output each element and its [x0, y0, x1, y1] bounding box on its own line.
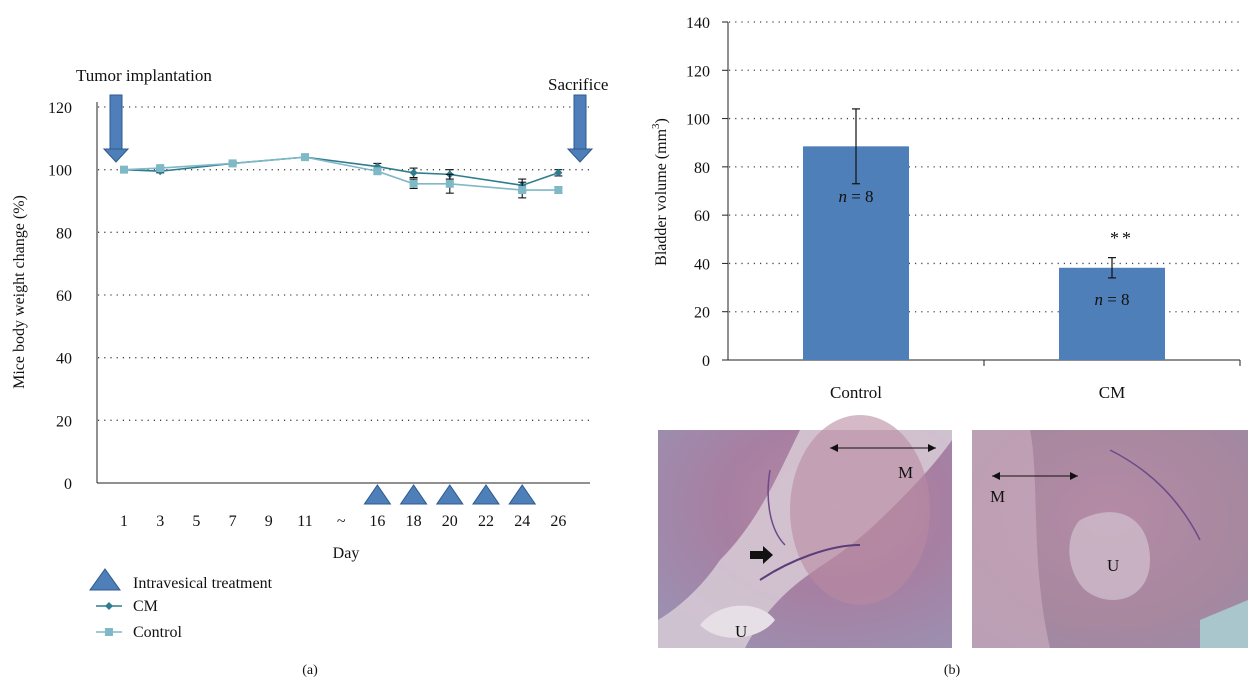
sacrifice-label: Sacrifice	[548, 75, 608, 94]
treatment-triangle-icon	[472, 484, 500, 505]
y-tick-label: 60	[694, 208, 710, 225]
panel-label-b: (b)	[944, 663, 961, 678]
grid-lines	[98, 106, 590, 421]
data-point	[409, 168, 418, 177]
micrograph-control: M U	[658, 415, 952, 648]
tumor-implantation-label: Tumor implantation	[76, 66, 212, 85]
x-tick-label: ~	[337, 513, 346, 530]
y-tick-labels: 0 20 40 60 80 100 120	[48, 100, 72, 493]
x-tick-label: 18	[406, 513, 422, 530]
y-tick-label: 20	[56, 413, 72, 430]
body-weight-chart: 0 20 40 60 80 100 120 1 3 5 7 9 11 ~16 18 20 22 24 26 Mic…	[11, 66, 608, 678]
legend-treatment: Intravesical treatment	[133, 575, 273, 592]
treatment-triangle-icon	[399, 484, 428, 505]
x-tick-label: CM	[1099, 383, 1125, 402]
y-tick-label: 20	[694, 305, 710, 322]
x-tick-label: 11	[297, 513, 312, 530]
y-tick-label: 120	[686, 63, 710, 80]
bar-n-label: n = 8	[838, 187, 873, 206]
data-point	[518, 186, 527, 195]
x-tick-labels: 1 3 5 7 9 11 ~16 18 20 22 24 26	[120, 513, 566, 530]
data-point	[409, 179, 418, 188]
y-tick-label: 60	[56, 288, 72, 305]
treatment-triangle-icon	[89, 568, 121, 591]
x-tick-label: 3	[156, 513, 164, 530]
treatment-triangle-icon	[363, 484, 392, 505]
y-tick-label: 120	[48, 100, 72, 117]
x-tick-labels: Control CM	[830, 383, 1125, 402]
legend: Intravesical treatment CM Control	[89, 568, 273, 641]
x-axis-label: Day	[333, 545, 360, 562]
y-tick-label: 140	[686, 15, 710, 32]
bars: n = 8 n = 8	[803, 108, 1165, 360]
x-tick-label: 1	[120, 513, 128, 530]
panel-label-a: (a)	[302, 663, 318, 678]
bar-n-label: n = 8	[1094, 290, 1129, 309]
data-point	[120, 165, 128, 174]
grid-lines	[722, 21, 1240, 361]
micrograph-left-label-m: M	[898, 463, 913, 482]
treatment-markers	[363, 484, 537, 505]
micrograph-right-label-m: M	[990, 487, 1005, 506]
diamond-marker-icon	[105, 602, 113, 610]
significance-label: **	[1110, 228, 1134, 248]
y-axis-label: Bladder volume (mm3)	[650, 118, 670, 266]
data-point	[445, 179, 454, 188]
micrograph-right-label-u: U	[1107, 556, 1119, 575]
y-tick-label: 0	[702, 353, 710, 370]
x-tick-label: 9	[265, 513, 273, 530]
x-tick-label: 16	[369, 513, 385, 530]
tumor-implantation-arrow-icon	[102, 94, 130, 163]
x-tick-label: 20	[442, 513, 458, 530]
data-point	[228, 159, 237, 168]
x-tick-label: 7	[229, 513, 237, 530]
y-tick-label: 0	[64, 476, 72, 493]
micrograph-left-label-u: U	[735, 622, 747, 641]
x-tick-label: 22	[478, 513, 494, 530]
y-tick-labels: 0 20 40 60 80 100 120 140	[686, 15, 710, 370]
y-tick-label: 40	[694, 256, 710, 273]
y-tick-label: 40	[56, 351, 72, 368]
x-tick-label: 5	[192, 513, 200, 530]
x-tick-label: Control	[830, 383, 882, 402]
data-point	[156, 164, 165, 173]
square-marker-icon	[105, 628, 113, 636]
data-point	[301, 153, 309, 162]
series-line	[123, 156, 559, 187]
series-layer	[120, 153, 563, 199]
x-tick-label: 26	[550, 513, 566, 530]
y-tick-label: 80	[694, 160, 710, 177]
treatment-triangle-icon	[435, 484, 464, 505]
arrow-right-icon	[750, 546, 773, 564]
y-axis-label: Mice body weight change (%)	[11, 195, 28, 389]
y-tick-label: 100	[686, 112, 710, 129]
bar	[1059, 267, 1165, 360]
data-point	[554, 168, 563, 177]
legend-control: Control	[133, 624, 182, 641]
legend-cm: CM	[133, 598, 158, 615]
y-tick-label: 80	[56, 225, 72, 242]
micrograph-cm: M U	[972, 430, 1248, 648]
data-point	[373, 167, 382, 176]
sacrifice-arrow-icon	[566, 94, 594, 163]
treatment-triangle-icon	[508, 484, 537, 505]
y-tick-label: 100	[48, 163, 72, 180]
x-tick-label: 24	[514, 513, 530, 530]
data-point	[554, 186, 563, 195]
